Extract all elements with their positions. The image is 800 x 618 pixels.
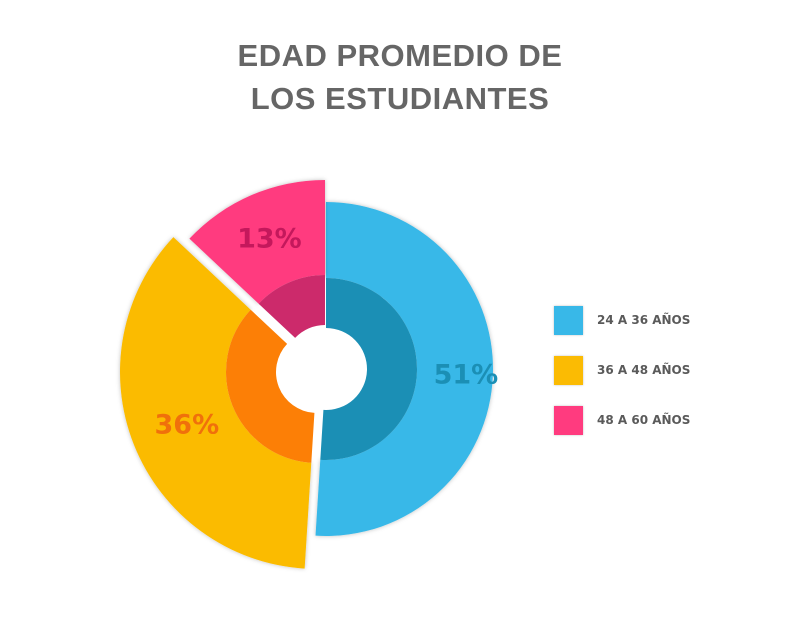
legend-label: 24 A 36 AÑOS	[597, 313, 691, 327]
legend-swatch	[554, 405, 583, 435]
pie-slice	[315, 202, 493, 536]
legend-swatch	[554, 355, 583, 385]
legend-label: 48 A 60 AÑOS	[597, 413, 691, 427]
legend-label: 36 A 48 AÑOS	[597, 363, 691, 377]
legend-item: 48 A 60 AÑOS	[554, 405, 690, 435]
pie-slice-inner-band	[225, 309, 315, 463]
legend: 24 A 36 AÑOS 36 A 48 AÑOS 48 A 60 AÑOS	[554, 305, 690, 455]
chart-title: EDAD PROMEDIO DE LOS ESTUDIANTES	[0, 34, 800, 120]
legend-item: 36 A 48 AÑOS	[554, 355, 690, 385]
slice-value-label: 36%	[155, 410, 220, 441]
legend-swatch	[554, 305, 583, 335]
slice-value-label: 13%	[237, 224, 302, 255]
chart-title-line-2: LOS ESTUDIANTES	[250, 81, 550, 116]
slice-value-label: 51%	[434, 359, 499, 390]
pie-slice-inner-band	[320, 278, 418, 461]
pie-slice	[119, 237, 312, 569]
legend-item: 24 A 36 AÑOS	[554, 305, 690, 335]
pie-slice	[189, 180, 325, 304]
chart-title-line-1: EDAD PROMEDIO DE	[237, 38, 563, 73]
pie-slice-inner-band	[258, 275, 325, 338]
